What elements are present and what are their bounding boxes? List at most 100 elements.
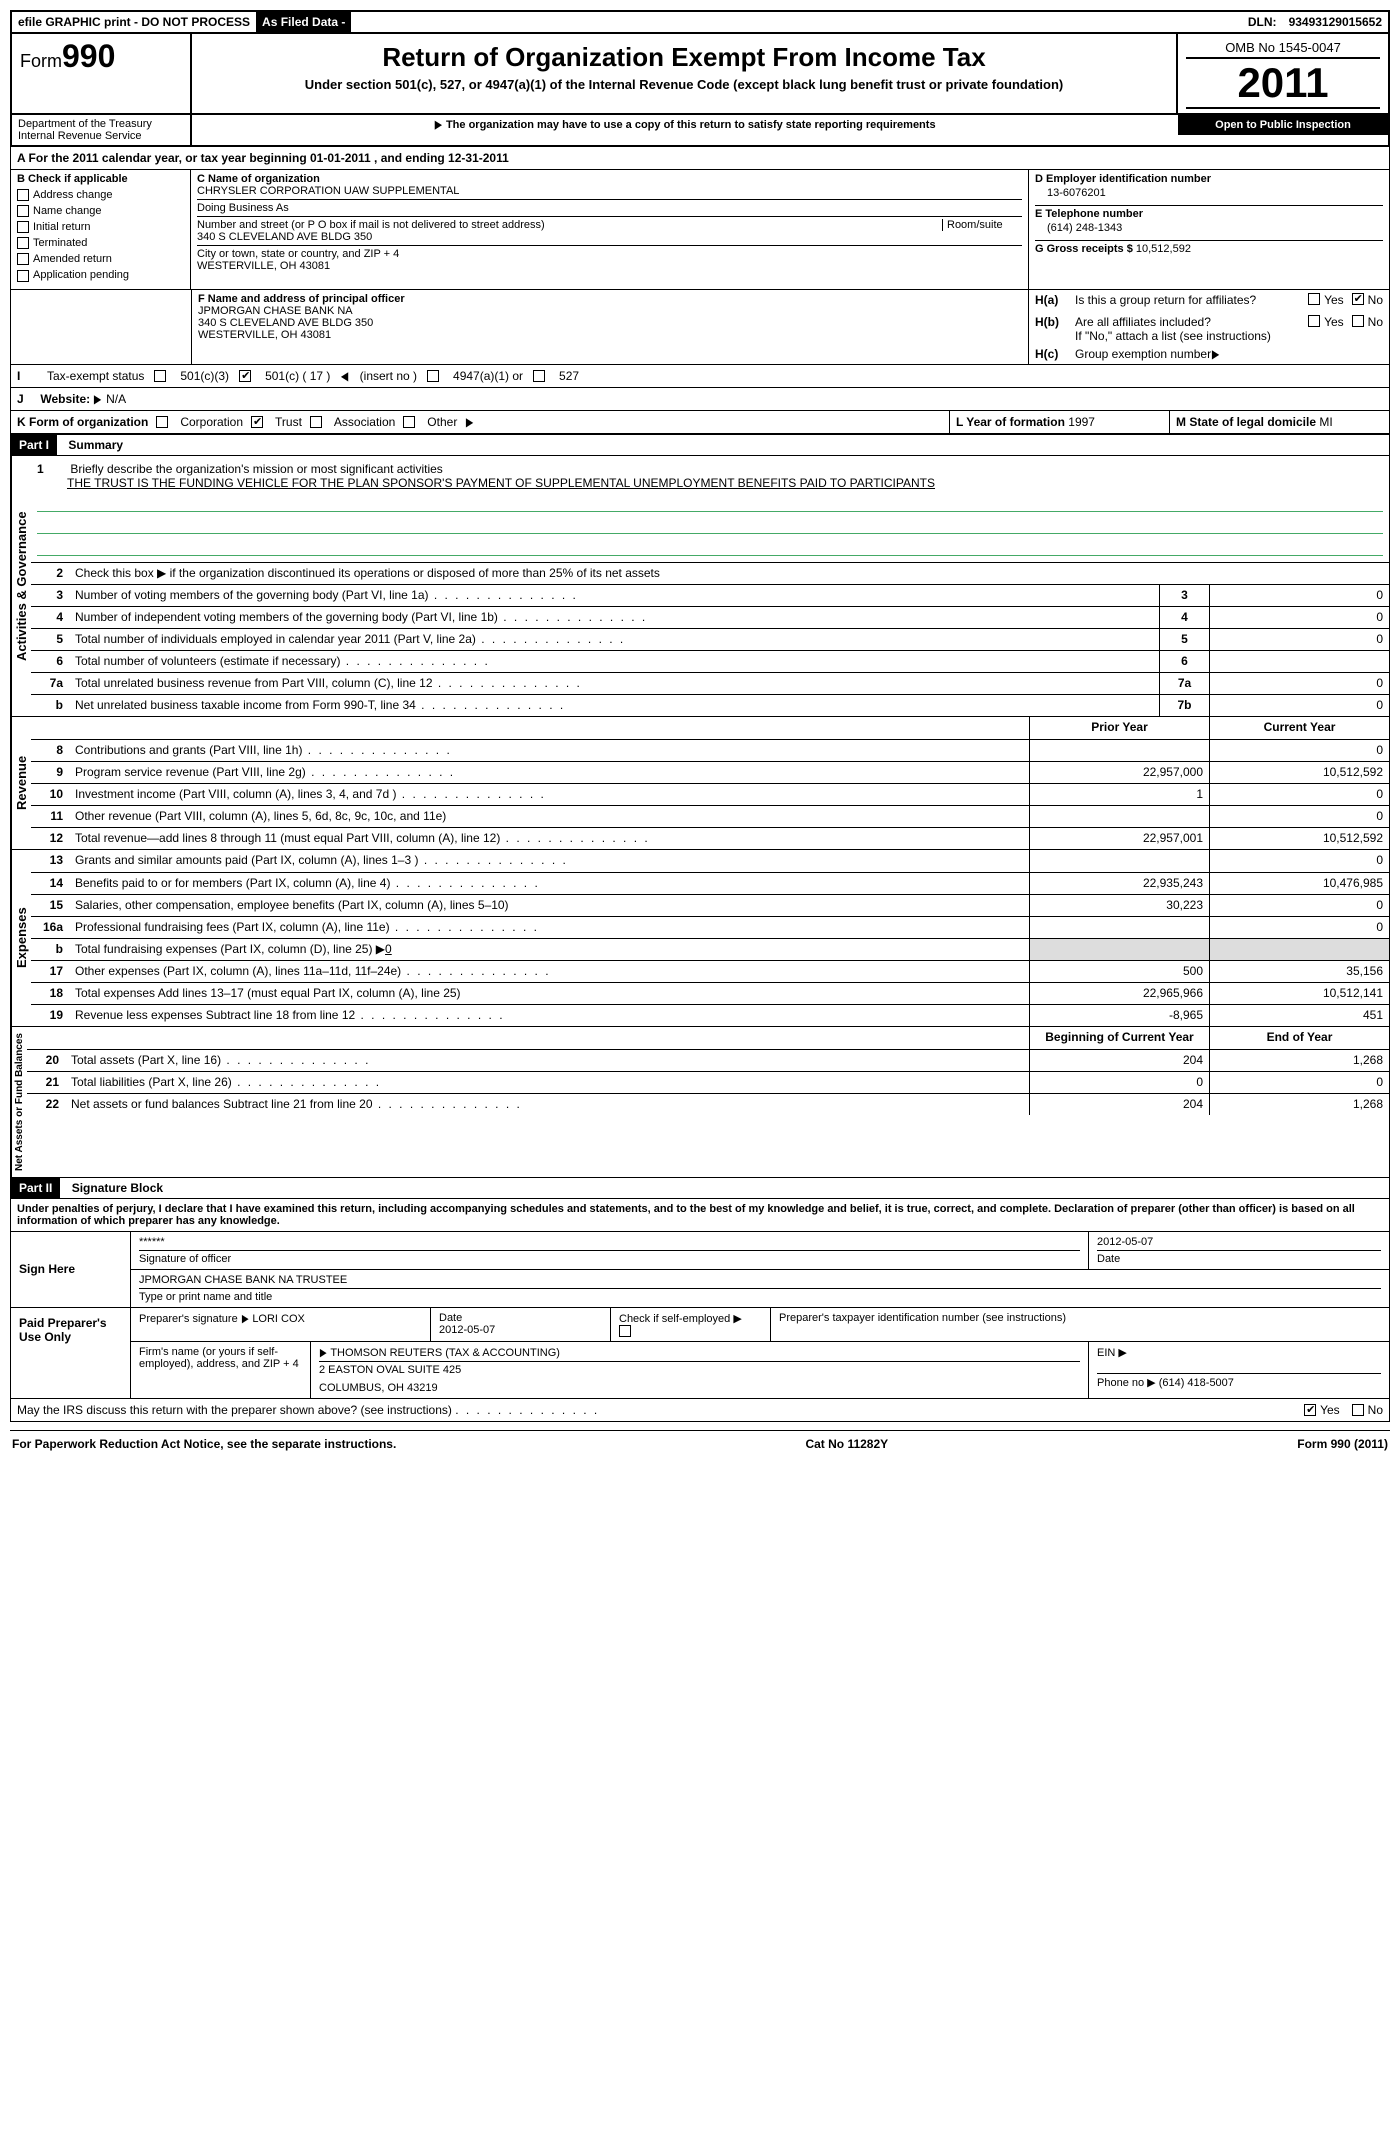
sign-section: Sign Here ****** Signature of officer 20… — [10, 1232, 1390, 1422]
line-1: 1 Briefly describe the organization's mi… — [31, 456, 1389, 562]
prep-addr1: 2 EASTON OVAL SUITE 425 — [319, 1361, 1080, 1376]
arrow-icon: ▶ — [94, 392, 101, 406]
b-header: B Check if applicable — [17, 173, 184, 185]
dln-value: 93493129015652 — [1283, 12, 1388, 32]
part2-label: Part II — [11, 1178, 60, 1198]
dept-cell: Department of the Treasury Internal Reve… — [12, 115, 192, 145]
c-dba-lbl: Doing Business As — [197, 199, 1022, 214]
i-501c[interactable] — [239, 370, 251, 382]
c-name: CHRYSLER CORPORATION UAW SUPPLEMENTAL — [197, 185, 1022, 197]
chk-initial[interactable]: Initial return — [17, 221, 184, 233]
irs-no[interactable] — [1352, 1404, 1364, 1416]
i-lbl: Tax-exempt status — [47, 369, 144, 383]
chk-address[interactable]: Address change — [17, 189, 184, 201]
arrow-icon: ▶ — [435, 118, 442, 131]
l19: Revenue less expenses Subtract line 18 f… — [71, 1005, 1029, 1026]
section-netassets: Net Assets or Fund Balances Beginning of… — [10, 1027, 1390, 1178]
m-lbl: M State of legal domicile — [1176, 415, 1316, 429]
prep-self-chk[interactable] — [619, 1325, 631, 1337]
exp-label: Expenses — [11, 850, 31, 1026]
rev-body: Prior YearCurrent Year 8Contributions an… — [31, 717, 1389, 849]
part2-header: Part II Signature Block — [10, 1178, 1390, 1199]
sig-name: JPMORGAN CHASE BANK NA TRUSTEE — [139, 1274, 1381, 1286]
l16a: Professional fundraising fees (Part IX, … — [71, 917, 1029, 938]
form-header: Form990 Return of Organization Exempt Fr… — [10, 34, 1390, 115]
col-c: C Name of organization CHRYSLER CORPORAT… — [191, 170, 1029, 289]
l18: Total expenses Add lines 13–17 (must equ… — [71, 983, 1029, 1004]
h-a: H(a) Is this a group return for affiliat… — [1035, 293, 1383, 307]
k-trust[interactable] — [251, 416, 263, 428]
reporting-notice: ▶ The organization may have to use a cop… — [192, 115, 1178, 145]
hb-yes[interactable] — [1308, 315, 1320, 327]
l3: Number of voting members of the governin… — [71, 585, 1159, 606]
form-subtitle: Under section 501(c), 527, or 4947(a)(1)… — [200, 77, 1168, 92]
section-expenses: Expenses 13Grants and similar amounts pa… — [10, 850, 1390, 1027]
perjury-text: Under penalties of perjury, I declare th… — [10, 1199, 1390, 1232]
i-527[interactable] — [533, 370, 545, 382]
d-lbl: D Employer identification number — [1035, 173, 1383, 185]
l8: Contributions and grants (Part VIII, lin… — [71, 740, 1029, 761]
chk-pending[interactable]: Application pending — [17, 269, 184, 281]
prep-self-lbl: Check if self-employed ▶ — [619, 1312, 762, 1325]
k-assoc[interactable] — [310, 416, 322, 428]
section-revenue: Revenue Prior YearCurrent Year 8Contribu… — [10, 717, 1390, 850]
part1-header: Part I Summary — [10, 435, 1390, 456]
i-501c3[interactable] — [154, 370, 166, 382]
ha-no[interactable] — [1352, 293, 1364, 305]
prep-ptin-lbl: Preparer's taxpayer identification numbe… — [771, 1308, 1389, 1341]
h-b: H(b) Are all affiliates included? Yes No — [1035, 315, 1383, 329]
k-corp[interactable] — [156, 416, 168, 428]
sig-date: 2012-05-07 — [1097, 1236, 1381, 1248]
l4v: 0 — [1209, 607, 1389, 628]
f-l2: 340 S CLEVELAND AVE BLDG 350 — [198, 317, 1022, 329]
j-val: N/A — [106, 392, 126, 406]
chk-amended[interactable]: Amended return — [17, 253, 184, 265]
part1-title: Summary — [60, 435, 131, 455]
l1-lbl: Briefly describe the organization's miss… — [70, 462, 442, 476]
e-lbl: E Telephone number — [1035, 205, 1383, 220]
prep-name: LORI COX — [252, 1313, 305, 1325]
c-room-lbl: Room/suite — [942, 219, 1022, 231]
exp-body: 13Grants and similar amounts paid (Part … — [31, 850, 1389, 1026]
col-b: B Check if applicable Address change Nam… — [11, 170, 191, 289]
gov-label: Activities & Governance — [11, 456, 31, 716]
l17: Other expenses (Part IX, column (A), lin… — [71, 961, 1029, 982]
l10: Investment income (Part VIII, column (A)… — [71, 784, 1029, 805]
part2-title: Signature Block — [64, 1178, 171, 1198]
l5v: 0 — [1209, 629, 1389, 650]
irs-yes[interactable] — [1304, 1404, 1316, 1416]
k-other[interactable] — [403, 416, 415, 428]
l22: Net assets or fund balances Subtract lin… — [67, 1094, 1029, 1115]
form-number: 990 — [62, 38, 115, 74]
ha-yes[interactable] — [1308, 293, 1320, 305]
g-lbl: G Gross receipts $ — [1035, 243, 1133, 255]
ha-lbl: Is this a group return for affiliates? — [1075, 293, 1308, 307]
open-public-cell: Open to Public Inspection — [1178, 115, 1388, 145]
net-label: Net Assets or Fund Balances — [11, 1027, 27, 1177]
eoy-hdr: End of Year — [1209, 1027, 1389, 1049]
col-h: H(a) Is this a group return for affiliat… — [1029, 290, 1389, 364]
l-val: 1997 — [1068, 415, 1095, 429]
j-lbl: Website: — [40, 392, 90, 406]
hb-note: If "No," attach a list (see instructions… — [1035, 329, 1383, 343]
h-c: H(c) Group exemption number ▶ — [1035, 347, 1383, 361]
sig-value: ****** — [139, 1236, 1080, 1248]
arrow-icon: ▶ — [1212, 347, 1219, 361]
prep-phone: (614) 418-5007 — [1159, 1377, 1234, 1389]
prep-phone-lbl: Phone no ▶ — [1097, 1377, 1156, 1389]
prep-date: 2012-05-07 — [439, 1324, 602, 1336]
chk-name[interactable]: Name change — [17, 205, 184, 217]
net-body: Beginning of Current YearEnd of Year 20T… — [27, 1027, 1389, 1177]
chk-terminated[interactable]: Terminated — [17, 237, 184, 249]
l4: Number of independent voting members of … — [71, 607, 1159, 628]
open-public: Open to Public Inspection — [1178, 115, 1388, 135]
i-4947[interactable] — [427, 370, 439, 382]
prior-hdr: Prior Year — [1029, 717, 1209, 739]
hb-no[interactable] — [1352, 315, 1364, 327]
l15: Salaries, other compensation, employee b… — [71, 895, 1029, 916]
e-val: (614) 248-1343 — [1035, 220, 1383, 238]
l7bv: 0 — [1209, 695, 1389, 716]
f-lbl: F Name and address of principal officer — [198, 293, 1022, 305]
form-center: Return of Organization Exempt From Incom… — [192, 34, 1178, 113]
d-val: 13-6076201 — [1035, 185, 1383, 203]
